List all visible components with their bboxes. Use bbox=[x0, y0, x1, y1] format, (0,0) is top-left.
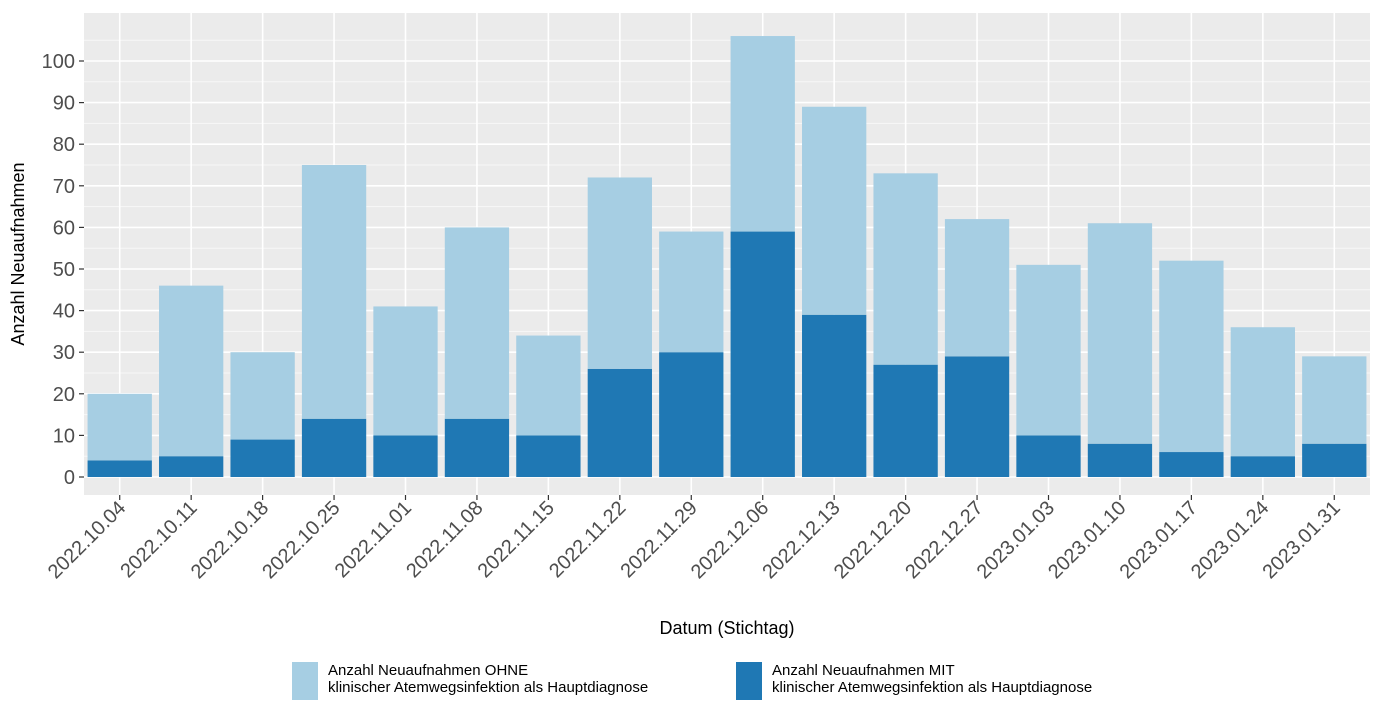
y-tick-label: 30 bbox=[53, 342, 75, 364]
bar-ohne bbox=[730, 36, 795, 232]
y-axis: 0 10 20 30 40 50 60 70 80 90 100 bbox=[42, 51, 84, 489]
bar-ohne bbox=[1230, 327, 1295, 457]
y-tick-label: 60 bbox=[53, 217, 75, 239]
x-tick-label: 2022.11.22 bbox=[545, 497, 630, 582]
bar-ohne bbox=[87, 393, 152, 461]
bar-mit bbox=[1302, 443, 1367, 477]
bar-mit bbox=[444, 418, 510, 477]
bar-mit bbox=[373, 435, 438, 477]
bar-ohne bbox=[159, 285, 224, 457]
bar-mit bbox=[159, 456, 224, 477]
y-tick-label: 90 bbox=[53, 93, 75, 115]
bar-mit bbox=[301, 418, 367, 477]
legend: Anzahl Neuaufnahmen OHNE klinischer Atem… bbox=[292, 662, 1180, 700]
x-axis: 2022.10.042022.10.112022.10.182022.10.25… bbox=[44, 495, 1345, 583]
bar-mit bbox=[87, 460, 152, 477]
y-tick-label: 100 bbox=[42, 51, 75, 73]
x-tick-label: 2022.11.15 bbox=[474, 497, 559, 582]
bar-mit bbox=[1016, 435, 1081, 477]
x-tick-label: 2022.11.08 bbox=[402, 497, 487, 582]
bar-ohne bbox=[230, 352, 295, 440]
bars bbox=[87, 36, 1367, 477]
bar-mit bbox=[587, 368, 652, 477]
bar-ohne bbox=[1159, 260, 1224, 453]
y-tick-label: 40 bbox=[53, 301, 75, 323]
bar-mit bbox=[659, 352, 724, 477]
y-tick-label: 0 bbox=[64, 467, 75, 489]
bar-mit bbox=[516, 435, 581, 477]
grid-minor bbox=[84, 39, 1370, 457]
bar-mit bbox=[730, 231, 795, 477]
legend-swatch-mit bbox=[736, 662, 762, 700]
legend-item-mit: Anzahl Neuaufnahmen MIT klinischer Atemw… bbox=[736, 662, 1172, 700]
y-tick-label: 10 bbox=[53, 425, 75, 447]
bar-ohne bbox=[587, 177, 652, 369]
bar-mit bbox=[1159, 452, 1224, 477]
y-tick-label: 20 bbox=[53, 384, 75, 406]
bar-mit bbox=[944, 356, 1010, 477]
legend-label-mit: Anzahl Neuaufnahmen MIT klinischer Atemw… bbox=[772, 662, 1093, 696]
bar-ohne bbox=[1302, 356, 1367, 444]
bar-ohne bbox=[659, 231, 724, 353]
bar-ohne bbox=[373, 306, 438, 436]
bar-ohne bbox=[301, 165, 367, 419]
legend-swatch-ohne bbox=[292, 662, 318, 700]
legend-label-ohne: Anzahl Neuaufnahmen OHNE klinischer Atem… bbox=[328, 662, 649, 696]
x-tick-label: 2022.10.04 bbox=[44, 497, 130, 583]
bar-mit bbox=[1087, 443, 1153, 477]
x-tick-label: 2023.01.31 bbox=[1258, 497, 1344, 583]
bar-ohne bbox=[802, 106, 867, 315]
bar-ohne bbox=[1016, 264, 1081, 436]
x-axis-title: Datum (Stichtag) bbox=[659, 618, 794, 638]
bar-mit bbox=[873, 364, 938, 477]
bar-ohne bbox=[944, 219, 1010, 357]
y-tick-label: 80 bbox=[53, 134, 75, 156]
bar-ohne bbox=[444, 227, 510, 419]
bar-ohne bbox=[516, 335, 581, 436]
x-tick-label: 2022.10.25 bbox=[258, 497, 344, 583]
bar-ohne bbox=[873, 173, 938, 365]
bar-mit bbox=[230, 439, 295, 477]
x-tick-label: 2022.11.01 bbox=[331, 497, 416, 582]
y-tick-label: 70 bbox=[53, 176, 75, 198]
bar-ohne bbox=[1087, 223, 1153, 444]
y-axis-title: Anzahl Neuaufnahmen bbox=[8, 162, 28, 345]
bar-mit bbox=[1230, 456, 1295, 477]
legend-item-ohne: Anzahl Neuaufnahmen OHNE klinischer Atem… bbox=[292, 662, 728, 700]
bar-mit bbox=[802, 314, 867, 477]
y-tick-label: 50 bbox=[53, 259, 75, 281]
